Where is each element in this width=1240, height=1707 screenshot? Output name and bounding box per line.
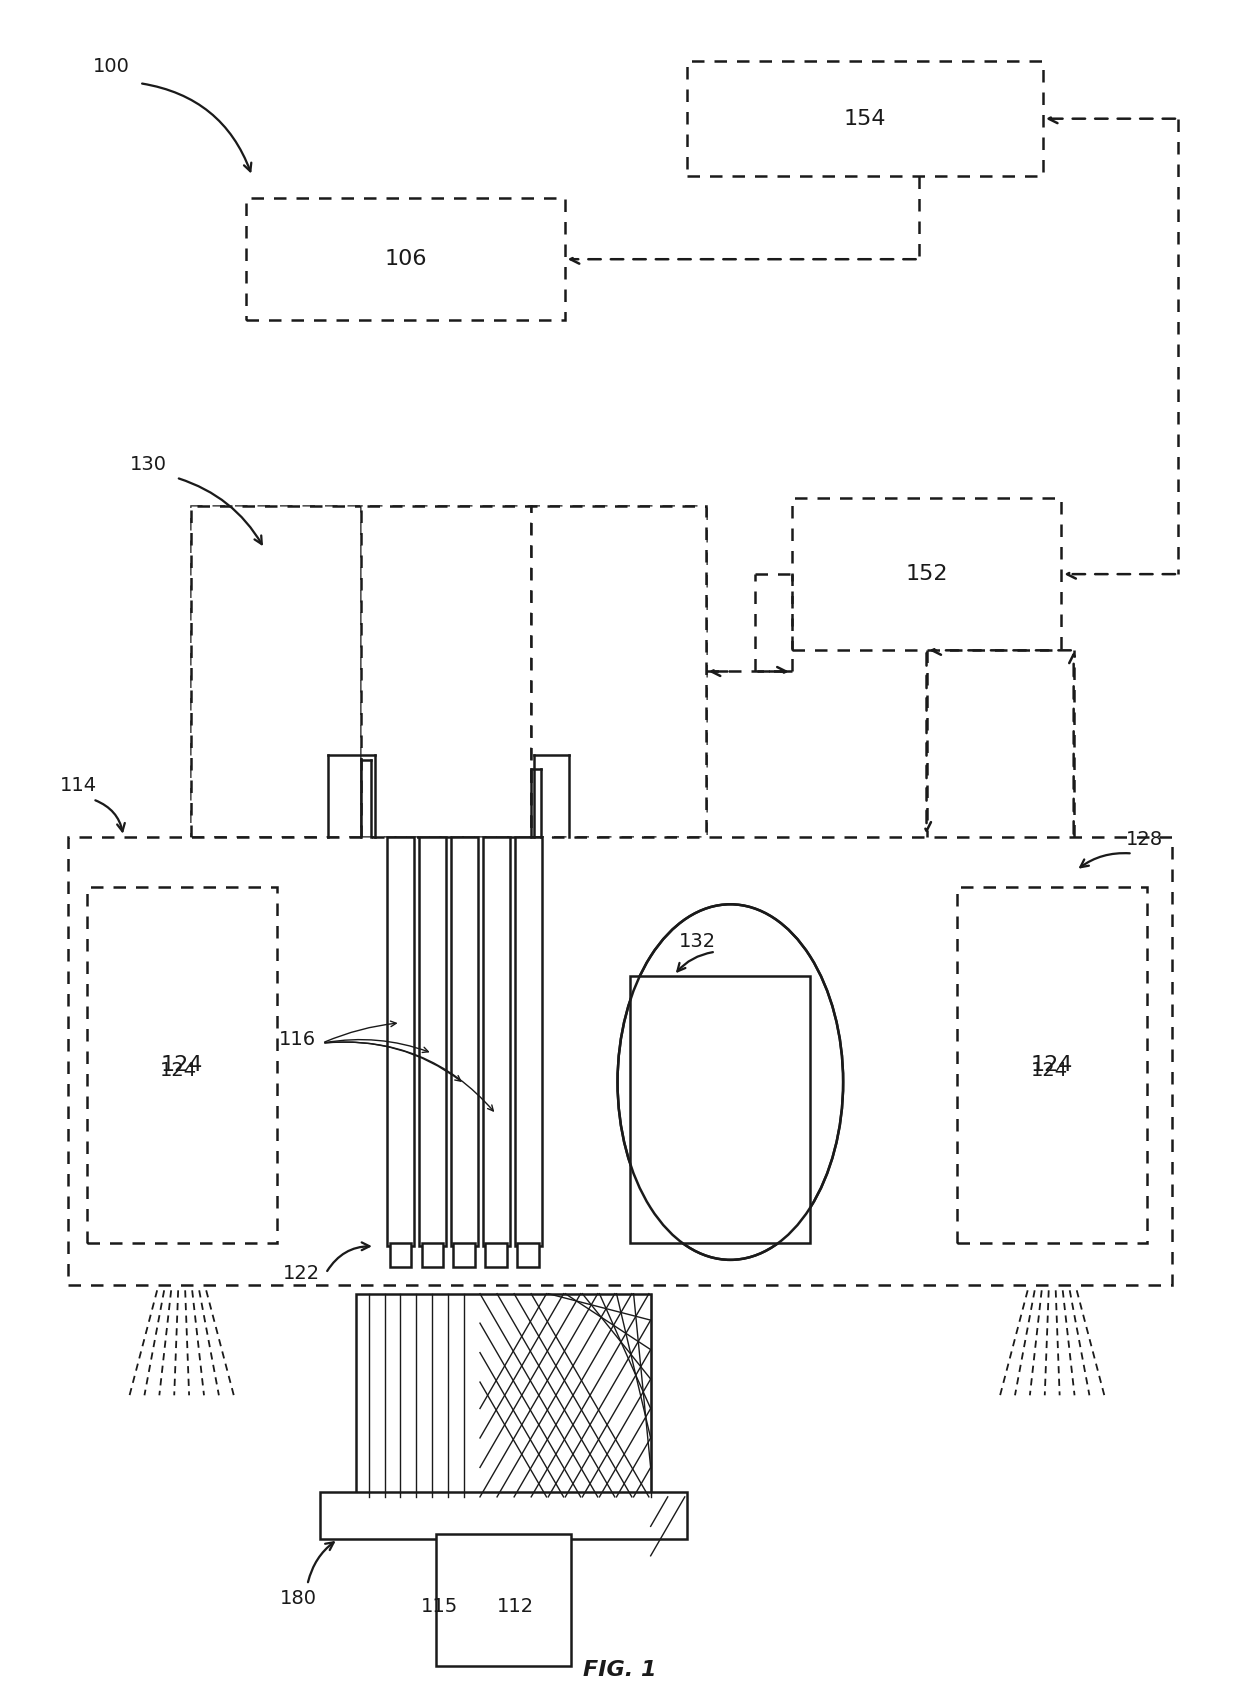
Bar — [630, 976, 810, 1243]
Bar — [454, 1243, 475, 1267]
Text: 114: 114 — [60, 777, 97, 795]
Text: 124: 124 — [160, 1060, 197, 1081]
Text: 130: 130 — [129, 454, 166, 473]
Text: 106: 106 — [384, 249, 427, 270]
Text: 124: 124 — [1030, 1055, 1074, 1075]
Bar — [320, 1492, 687, 1540]
Bar — [436, 1535, 570, 1666]
Text: 112: 112 — [497, 1598, 534, 1617]
Bar — [957, 888, 1147, 1243]
Bar — [387, 836, 414, 1246]
Bar — [87, 888, 277, 1243]
Bar — [482, 836, 510, 1246]
Text: 132: 132 — [678, 932, 715, 951]
Text: 154: 154 — [844, 109, 887, 128]
Bar — [389, 1243, 412, 1267]
Bar — [531, 507, 706, 836]
Bar — [361, 507, 531, 836]
Bar — [191, 507, 706, 836]
Bar — [791, 498, 1061, 650]
Text: 115: 115 — [422, 1598, 459, 1617]
Text: 180: 180 — [280, 1589, 317, 1608]
Text: 128: 128 — [1126, 830, 1163, 850]
Text: 152: 152 — [905, 563, 947, 584]
Bar — [68, 836, 1172, 1285]
Bar — [191, 507, 361, 836]
Text: 124: 124 — [1030, 1060, 1068, 1081]
Text: 124: 124 — [160, 1055, 203, 1075]
Text: 100: 100 — [93, 56, 130, 75]
Text: 116: 116 — [279, 1031, 316, 1050]
Text: 122: 122 — [283, 1263, 320, 1284]
Bar — [422, 1243, 443, 1267]
Bar — [451, 836, 477, 1246]
Bar — [687, 61, 1043, 176]
Bar — [485, 1243, 507, 1267]
Bar — [515, 836, 542, 1246]
Text: FIG. 1: FIG. 1 — [583, 1659, 657, 1680]
Bar — [356, 1294, 651, 1497]
Bar — [419, 836, 446, 1246]
Bar — [517, 1243, 539, 1267]
Bar — [246, 198, 565, 321]
